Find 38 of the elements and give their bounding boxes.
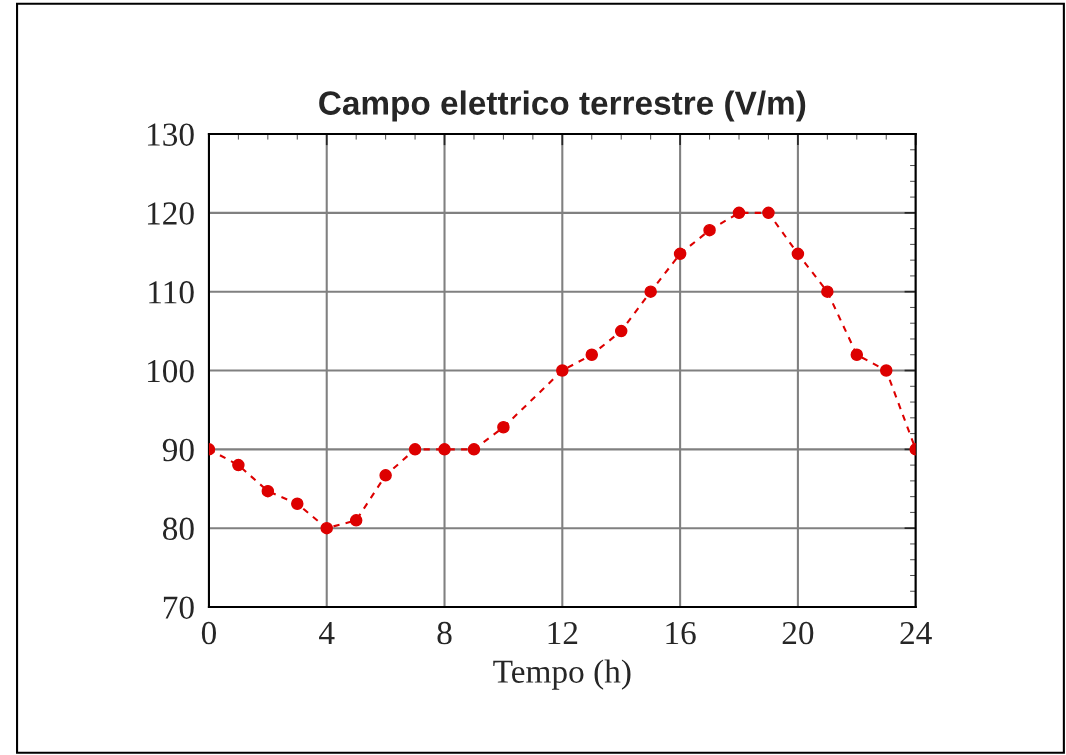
point <box>850 348 864 362</box>
point <box>791 247 805 261</box>
point <box>732 206 746 220</box>
x-tick-label: 0 <box>201 621 216 645</box>
y-tick-label: 80 <box>162 517 194 541</box>
x-tick-label: 24 <box>900 621 932 645</box>
x-tick-label: 8 <box>437 621 452 645</box>
point <box>762 206 775 220</box>
point <box>291 497 304 510</box>
x-tick-label: 20 <box>782 621 814 645</box>
point <box>673 247 687 261</box>
point <box>261 484 275 498</box>
y-tick-label: 130 <box>147 123 194 146</box>
point <box>703 223 716 237</box>
point <box>879 364 893 377</box>
y-tick-label: 70 <box>163 596 194 619</box>
y-tick-label: 110 <box>149 281 194 304</box>
y-tick-label: 120 <box>147 202 194 225</box>
x-tick-label: 4 <box>319 622 335 645</box>
point <box>585 348 599 362</box>
point <box>232 458 245 472</box>
point <box>408 443 422 456</box>
x-tick-label: 16 <box>666 621 696 645</box>
chart-title: Campo elettrico terrestre (V/m) <box>319 90 806 122</box>
y-tick-label: 100 <box>147 359 194 383</box>
point <box>614 324 628 338</box>
point <box>438 443 451 456</box>
point <box>644 285 657 298</box>
point <box>320 521 333 535</box>
x-tick-label: 12 <box>548 621 578 645</box>
x-axis-title: Tempo (h) <box>493 659 631 690</box>
point <box>467 443 481 456</box>
point <box>379 469 392 482</box>
y-tick-label: 90 <box>162 438 194 462</box>
point <box>497 421 510 434</box>
point <box>556 364 569 377</box>
point <box>349 514 363 527</box>
point <box>821 285 834 298</box>
